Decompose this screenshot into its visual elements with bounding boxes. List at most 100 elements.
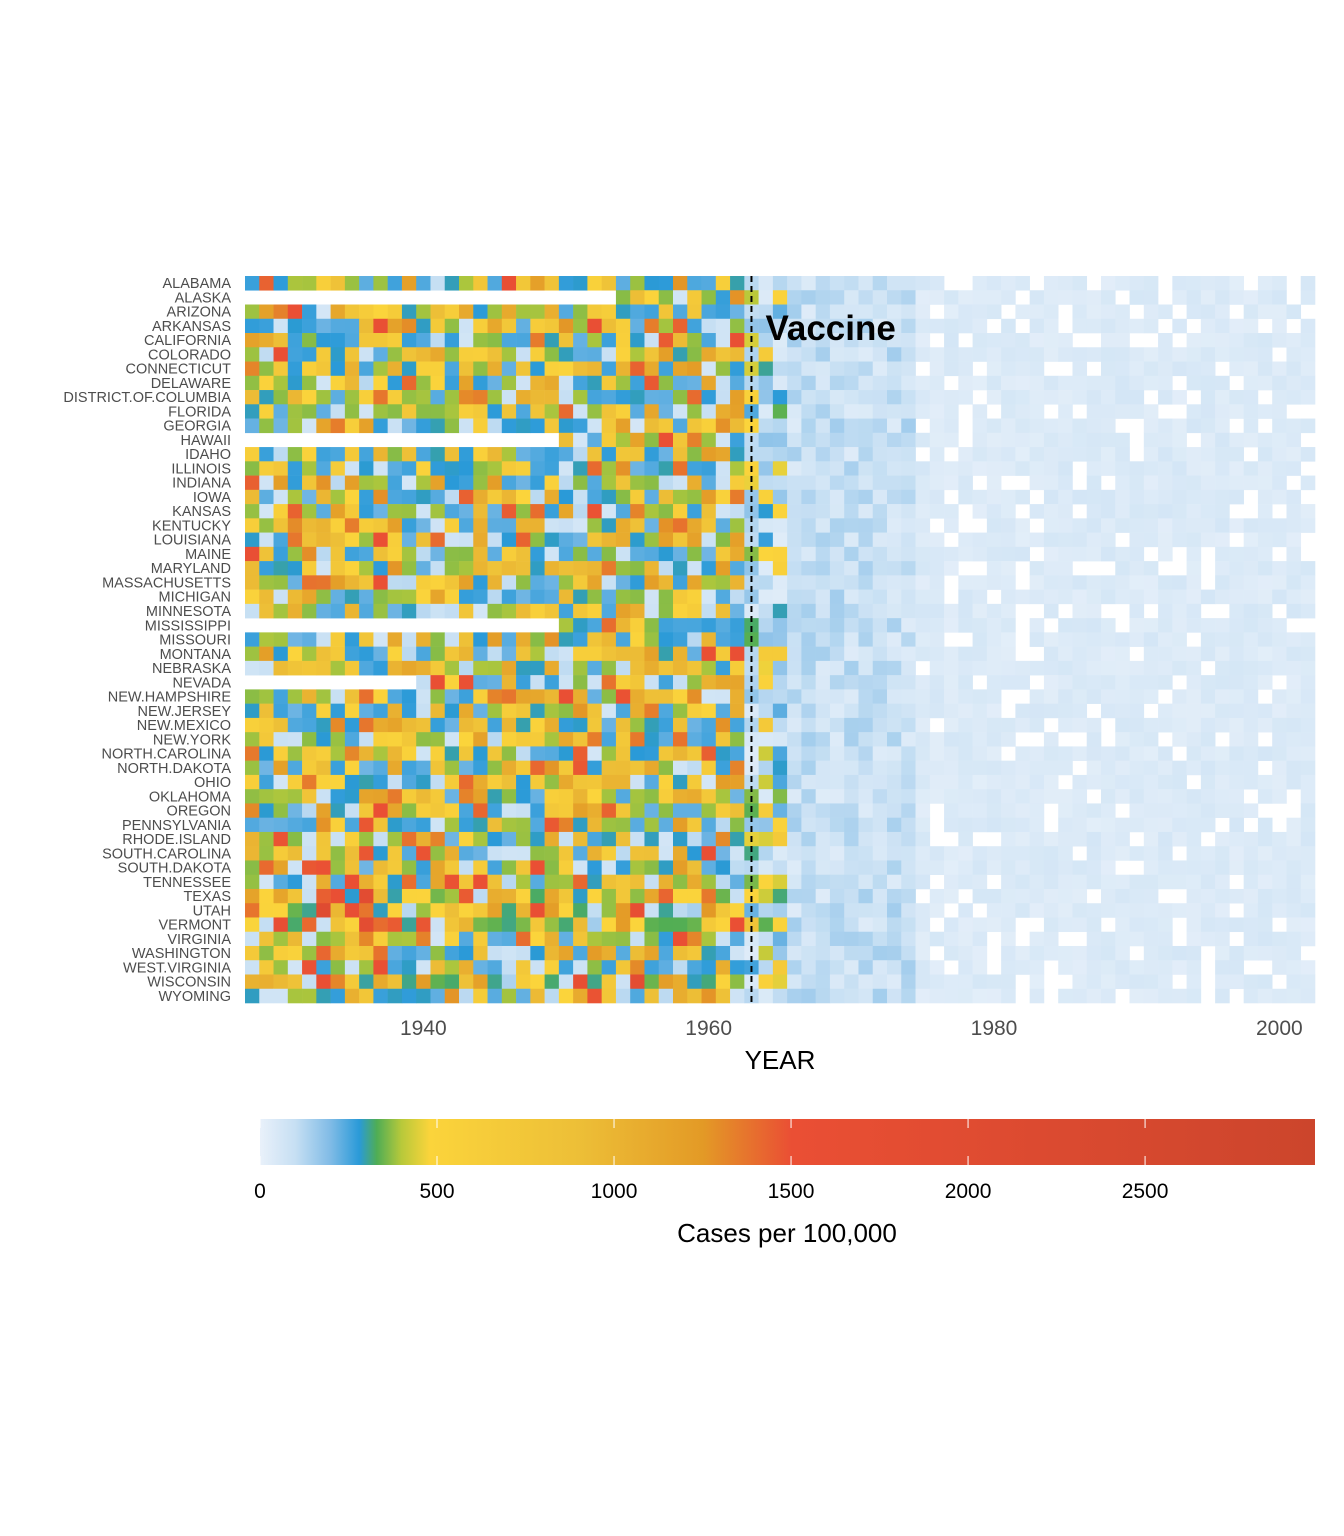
heatmap-cell xyxy=(772,603,788,619)
heatmap-cell xyxy=(901,803,916,818)
heatmap-cell xyxy=(858,461,874,476)
heatmap-cell xyxy=(615,917,631,933)
heatmap-cell xyxy=(1257,874,1273,890)
heatmap-cell xyxy=(245,461,260,476)
heatmap-cell xyxy=(544,418,560,434)
heatmap-cell xyxy=(986,575,1002,590)
heatmap-cell xyxy=(473,675,488,690)
heatmap-cell xyxy=(858,675,874,690)
heatmap-cell xyxy=(273,546,289,562)
heatmap-cell xyxy=(1200,846,1216,861)
heatmap-cell xyxy=(915,461,931,476)
heatmap-cell xyxy=(587,404,602,419)
heatmap-cell xyxy=(1172,988,1187,1004)
heatmap-cell xyxy=(1286,447,1302,462)
heatmap-cell xyxy=(501,646,517,662)
heatmap-cell xyxy=(787,675,802,690)
heatmap-cell xyxy=(1101,646,1116,662)
heatmap-cell xyxy=(1215,760,1230,776)
heatmap-cell xyxy=(944,803,959,818)
heatmap-cell xyxy=(1072,489,1088,505)
heatmap-cell xyxy=(815,903,831,918)
heatmap-cell xyxy=(1172,504,1187,519)
heatmap-cell xyxy=(944,860,959,875)
heatmap-cell xyxy=(302,447,317,462)
heatmap-cell xyxy=(1229,817,1244,833)
heatmap-cell xyxy=(558,689,574,704)
heatmap-cell xyxy=(287,974,303,990)
heatmap-cell xyxy=(245,276,260,291)
heatmap-cell xyxy=(302,860,317,875)
heatmap-cell xyxy=(829,917,845,933)
heatmap-cell xyxy=(944,432,959,448)
heatmap-cell xyxy=(772,874,788,890)
heatmap-cell xyxy=(516,803,531,818)
heatmap-cell xyxy=(815,290,831,305)
heatmap-cell xyxy=(1300,988,1316,1004)
heatmap-cell xyxy=(401,589,417,605)
heatmap-cell xyxy=(673,318,688,334)
heatmap-cell xyxy=(829,603,845,619)
heatmap-cell xyxy=(573,732,588,747)
heatmap-cell xyxy=(615,717,631,733)
heatmap-cell xyxy=(373,931,388,947)
heatmap-cell xyxy=(801,276,816,291)
heatmap-cell xyxy=(944,347,959,362)
heatmap-cell xyxy=(501,347,517,362)
heatmap-cell xyxy=(1300,646,1316,662)
heatmap-cell xyxy=(1058,532,1073,548)
heatmap-cell xyxy=(1086,318,1102,334)
heatmap-cell xyxy=(929,903,945,918)
heatmap-cell xyxy=(986,432,1002,448)
heatmap-cell xyxy=(1200,917,1216,933)
heatmap-cell xyxy=(615,304,631,320)
heatmap-cell xyxy=(1043,347,1059,362)
heatmap-cell xyxy=(558,418,574,434)
heatmap-cell xyxy=(887,803,902,818)
heatmap-cell xyxy=(801,347,816,362)
heatmap-cell xyxy=(273,404,289,419)
heatmap-cell xyxy=(872,447,888,462)
heatmap-cell xyxy=(416,504,431,519)
heatmap-cell xyxy=(1015,375,1030,391)
heatmap-cell xyxy=(330,988,346,1004)
heatmap-cell xyxy=(1257,888,1273,904)
heatmap-cell xyxy=(1257,974,1273,990)
state-label: TENNESSEE xyxy=(143,875,231,891)
heatmap-cell xyxy=(872,675,888,690)
heatmap-cell xyxy=(287,789,303,804)
heatmap-cell xyxy=(986,689,1002,704)
heatmap-cell xyxy=(772,960,788,975)
heatmap-cell xyxy=(687,632,702,647)
heatmap-cell xyxy=(829,746,845,761)
heatmap-cell xyxy=(1143,974,1159,990)
heatmap-cell xyxy=(302,931,317,947)
heatmap-cell xyxy=(1200,375,1216,391)
heatmap-cell xyxy=(744,546,759,562)
heatmap-cell xyxy=(459,789,474,804)
heatmap-cell xyxy=(501,760,517,776)
heatmap-cell xyxy=(758,646,774,662)
heatmap-cell xyxy=(573,888,588,904)
heatmap-cell xyxy=(1101,817,1116,833)
heatmap-cell xyxy=(687,760,702,776)
heatmap-cell xyxy=(287,960,303,975)
heatmap-cell xyxy=(245,689,260,704)
state-label: HAWAII xyxy=(181,433,231,449)
heatmap-cell xyxy=(387,974,403,990)
heatmap-cell xyxy=(459,333,474,348)
heatmap-cell xyxy=(887,618,902,633)
heatmap-cell xyxy=(929,846,945,861)
heatmap-cell xyxy=(887,361,902,377)
heatmap-cell xyxy=(401,575,417,590)
heatmap-cell xyxy=(844,974,859,990)
heatmap-cell xyxy=(1101,874,1116,890)
heatmap-cell xyxy=(330,717,346,733)
heatmap-cell xyxy=(302,945,317,961)
heatmap-cell xyxy=(915,290,931,305)
heatmap-cell xyxy=(1101,546,1116,562)
heatmap-cell xyxy=(1129,746,1145,761)
heatmap-cell xyxy=(901,746,916,761)
heatmap-cell xyxy=(829,304,845,320)
heatmap-cell xyxy=(944,717,959,733)
